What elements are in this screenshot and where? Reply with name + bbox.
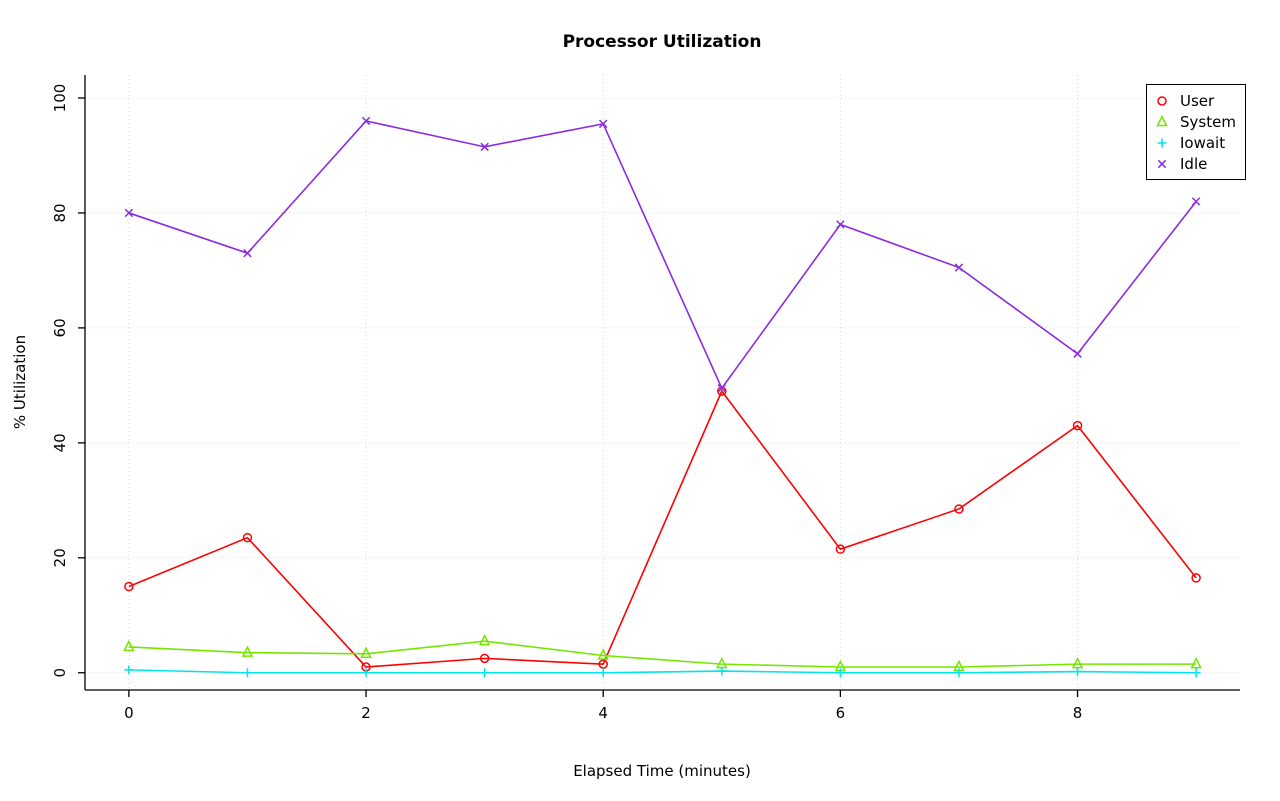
marker-x: [124, 208, 134, 218]
marker-x: [954, 263, 964, 272]
legend: User System Iowait Idle: [1146, 84, 1246, 180]
marker-plus: [954, 668, 964, 678]
legend-label: System: [1180, 112, 1236, 131]
marker-x: [1073, 349, 1082, 358]
legend-item-system: System: [1153, 111, 1236, 132]
marker-plus: [1073, 667, 1083, 677]
y-axis: 0 20 40 60 80 100: [51, 84, 85, 678]
legend-marker-circle-icon: [1157, 95, 1167, 106]
y-tick-label: 100: [51, 84, 69, 113]
grid: [85, 75, 1240, 690]
marker-circle: [124, 581, 134, 592]
y-tick-label: 80: [51, 203, 69, 222]
x-tick-label: 6: [836, 704, 846, 722]
marker-plus: [480, 668, 490, 678]
marker-plus: [835, 668, 845, 678]
series-system: [123, 633, 1202, 672]
x-axis: 0 2 4 6 8: [124, 690, 1082, 722]
legend-marker-x-icon: [1157, 159, 1167, 168]
marker-x: [717, 384, 727, 393]
marker-plus: [124, 665, 134, 675]
legend-item-iowait: Iowait: [1153, 132, 1236, 153]
marker-triangle: [123, 639, 135, 652]
x-axis-label: Elapsed Time (minutes): [573, 762, 751, 780]
legend-marker-plus-icon: [1157, 138, 1167, 147]
marker-x: [480, 142, 489, 152]
marker-circle: [1072, 420, 1083, 431]
y-tick-label: 20: [51, 548, 69, 567]
marker-x: [1191, 197, 1201, 206]
axes: [84, 75, 1240, 691]
legend-label: User: [1180, 91, 1215, 110]
marker-triangle: [597, 648, 609, 660]
series-iowait: [124, 665, 1201, 678]
marker-plus: [717, 666, 727, 676]
series-idle: [124, 116, 1201, 393]
legend-item-idle: Idle: [1153, 153, 1236, 174]
marker-circle: [479, 653, 490, 664]
marker-plus: [242, 668, 252, 678]
legend-item-user: User: [1153, 90, 1236, 111]
x-tick-label: 0: [124, 704, 134, 722]
marker-triangle: [360, 646, 372, 659]
x-tick-label: 2: [361, 704, 371, 722]
marker-x: [243, 248, 252, 258]
marker-x: [361, 116, 371, 126]
y-tick-label: 40: [51, 433, 69, 452]
y-tick-label: 0: [51, 668, 69, 678]
x-tick-label: 4: [598, 704, 608, 722]
marker-x: [836, 220, 845, 229]
legend-marker-triangle-icon: [1156, 114, 1168, 126]
marker-x: [598, 119, 608, 129]
legend-label: Iowait: [1180, 133, 1226, 152]
marker-triangle: [478, 633, 491, 646]
marker-plus: [598, 668, 608, 678]
marker-plus: [1191, 668, 1201, 678]
chart-title: Processor Utilization: [562, 32, 762, 52]
marker-circle: [954, 504, 964, 514]
marker-circle: [598, 659, 608, 669]
marker-circle: [242, 532, 253, 543]
marker-circle: [835, 544, 846, 554]
y-tick-label: 60: [51, 318, 69, 337]
marker-plus: [361, 668, 371, 678]
series-user: [124, 386, 1201, 672]
legend-label: Idle: [1180, 154, 1208, 173]
x-tick-label: 8: [1073, 704, 1083, 722]
marker-triangle: [1190, 656, 1202, 669]
marker-triangle: [241, 645, 254, 657]
marker-circle: [1191, 573, 1201, 583]
